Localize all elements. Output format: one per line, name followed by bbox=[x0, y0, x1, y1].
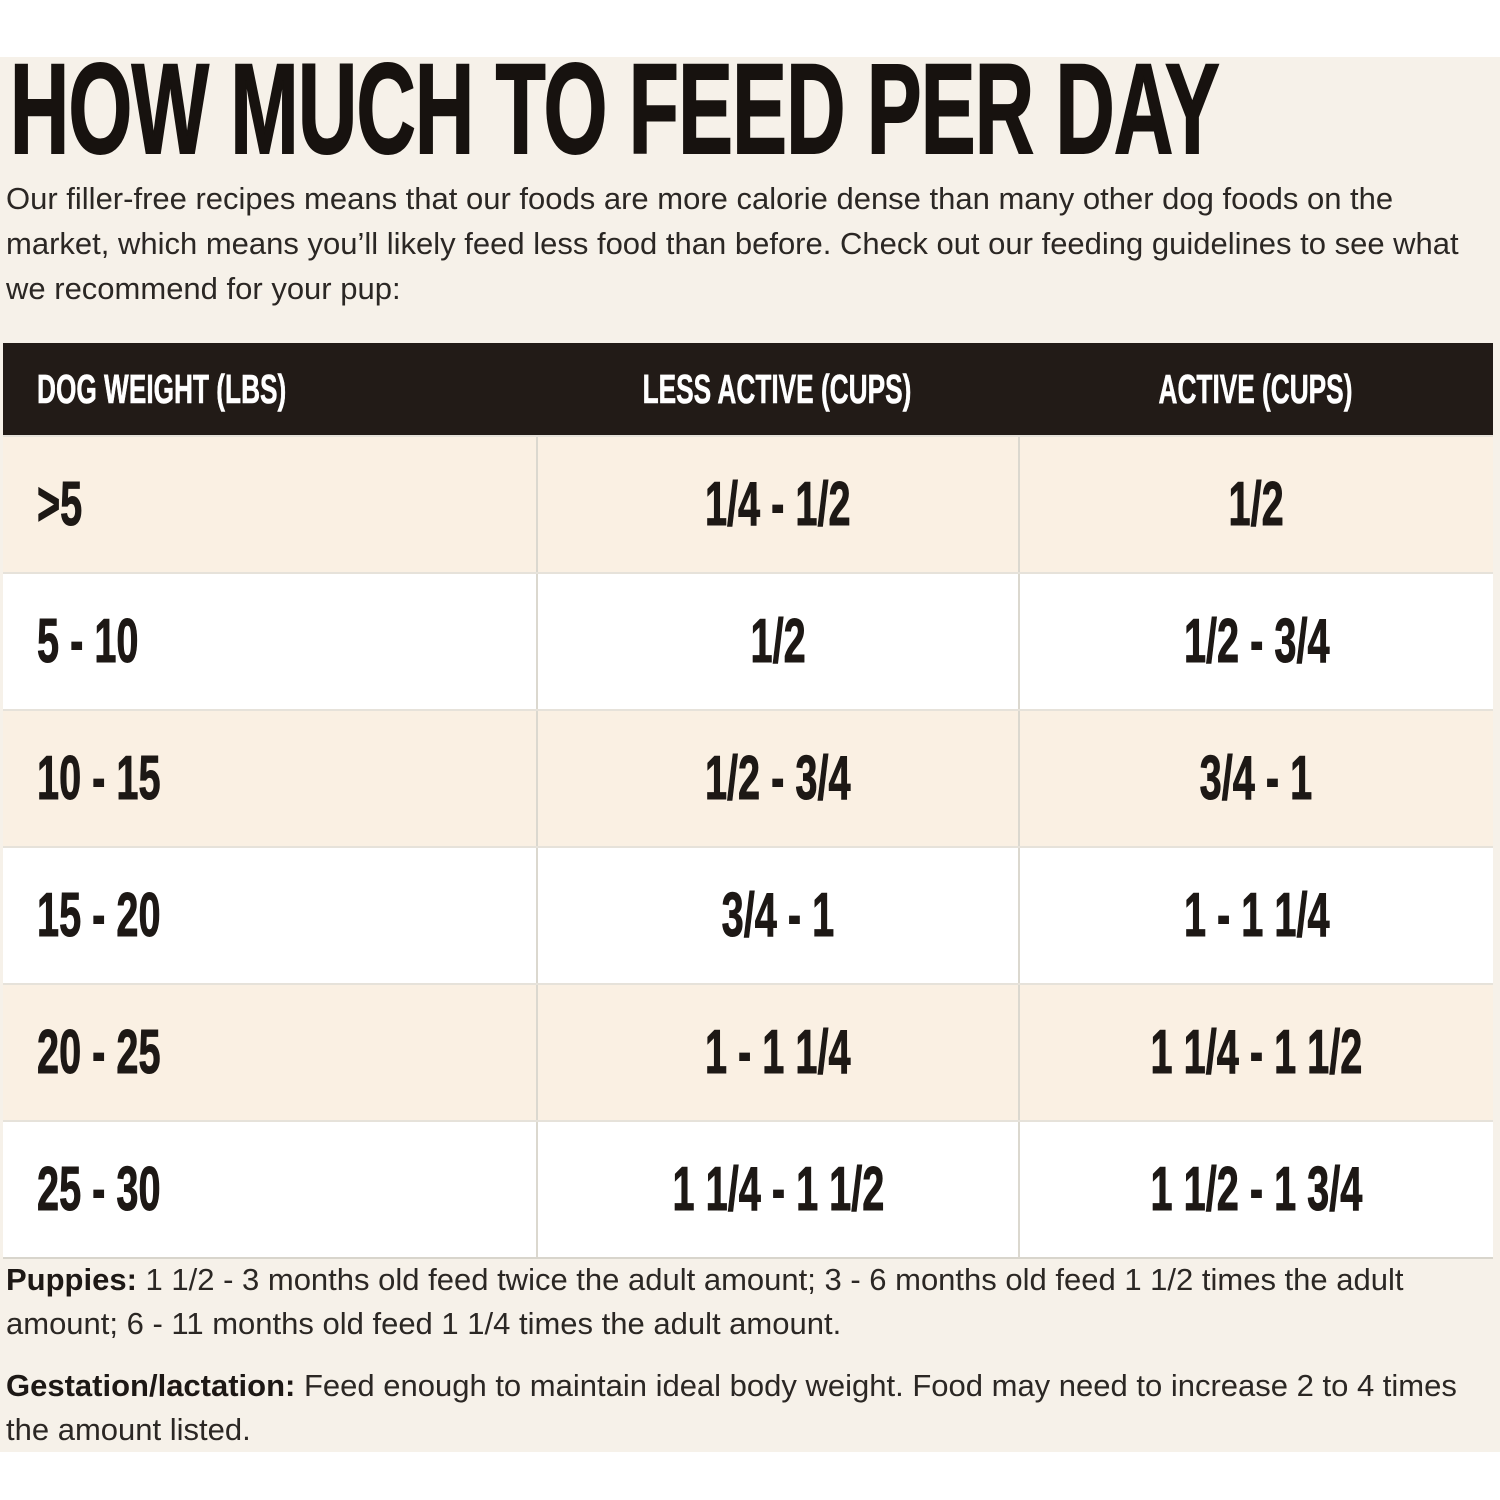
weight-cell: 5 - 10 bbox=[37, 607, 139, 677]
less-active-cell: 1 - 1 1/4 bbox=[536, 985, 1017, 1120]
intro-paragraph: Our filler-free recipes means that our f… bbox=[6, 181, 1459, 306]
less-active-cell: 1/2 bbox=[536, 574, 1017, 709]
gestation-note-label: Gestation/lactation: bbox=[6, 1368, 296, 1403]
column-header-active: ACTIVE (CUPS) bbox=[1158, 365, 1353, 412]
footnotes: Puppies: 1 1/2 - 3 months old feed twice… bbox=[6, 1258, 1484, 1470]
feeding-table: DOG WEIGHT (LBS) LESS ACTIVE (CUPS) ACTI… bbox=[3, 343, 1493, 1259]
less-active-cell: 3/4 - 1 bbox=[536, 848, 1017, 983]
table-row: 10 - 15 1/2 - 3/4 3/4 - 1 bbox=[3, 709, 1493, 846]
active-cell: 1/2 bbox=[1017, 437, 1493, 572]
puppies-note-text: 1 1/2 - 3 months old feed twice the adul… bbox=[6, 1262, 1404, 1341]
weight-cell: 15 - 20 bbox=[37, 881, 161, 951]
weight-cell: 10 - 15 bbox=[37, 744, 161, 814]
weight-cell: 20 - 25 bbox=[37, 1018, 161, 1088]
page-title: HOW MUCH TO FEED PER DAY bbox=[9, 37, 1220, 182]
column-header-dog-weight: DOG WEIGHT (LBS) bbox=[37, 365, 287, 412]
active-cell: 1 1/2 - 1 3/4 bbox=[1017, 1122, 1493, 1257]
less-active-cell: 1/2 - 3/4 bbox=[536, 711, 1017, 846]
active-cell: 1 - 1 1/4 bbox=[1017, 848, 1493, 983]
table-row: 5 - 10 1/2 1/2 - 3/4 bbox=[3, 572, 1493, 709]
column-header-less-active: LESS ACTIVE (CUPS) bbox=[642, 365, 912, 412]
gestation-note-text: Feed enough to maintain ideal body weigh… bbox=[6, 1368, 1457, 1447]
table-row: 15 - 20 3/4 - 1 1 - 1 1/4 bbox=[3, 846, 1493, 983]
active-cell: 1/2 - 3/4 bbox=[1017, 574, 1493, 709]
table-row: 20 - 25 1 - 1 1/4 1 1/4 - 1 1/2 bbox=[3, 983, 1493, 1120]
less-active-cell: 1/4 - 1/2 bbox=[536, 437, 1017, 572]
active-cell: 1 1/4 - 1 1/2 bbox=[1017, 985, 1493, 1120]
table-header-row: DOG WEIGHT (LBS) LESS ACTIVE (CUPS) ACTI… bbox=[3, 343, 1493, 435]
table-row: >5 1/4 - 1/2 1/2 bbox=[3, 435, 1493, 572]
weight-cell: >5 bbox=[37, 470, 83, 540]
puppies-note: Puppies: 1 1/2 - 3 months old feed twice… bbox=[6, 1258, 1484, 1346]
weight-cell: 25 - 30 bbox=[37, 1155, 161, 1225]
gestation-note: Gestation/lactation: Feed enough to main… bbox=[6, 1364, 1484, 1452]
less-active-cell: 1 1/4 - 1 1/2 bbox=[536, 1122, 1017, 1257]
table-row: 25 - 30 1 1/4 - 1 1/2 1 1/2 - 1 3/4 bbox=[3, 1120, 1493, 1259]
puppies-note-label: Puppies: bbox=[6, 1262, 137, 1297]
active-cell: 3/4 - 1 bbox=[1017, 711, 1493, 846]
